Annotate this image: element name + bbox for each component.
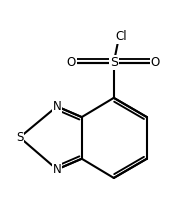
Text: O: O xyxy=(67,56,76,69)
Text: Cl: Cl xyxy=(115,30,127,43)
Text: S: S xyxy=(110,56,118,69)
Text: N: N xyxy=(53,100,61,113)
Text: N: N xyxy=(53,163,61,176)
Text: O: O xyxy=(151,56,160,69)
Text: S: S xyxy=(16,131,23,144)
